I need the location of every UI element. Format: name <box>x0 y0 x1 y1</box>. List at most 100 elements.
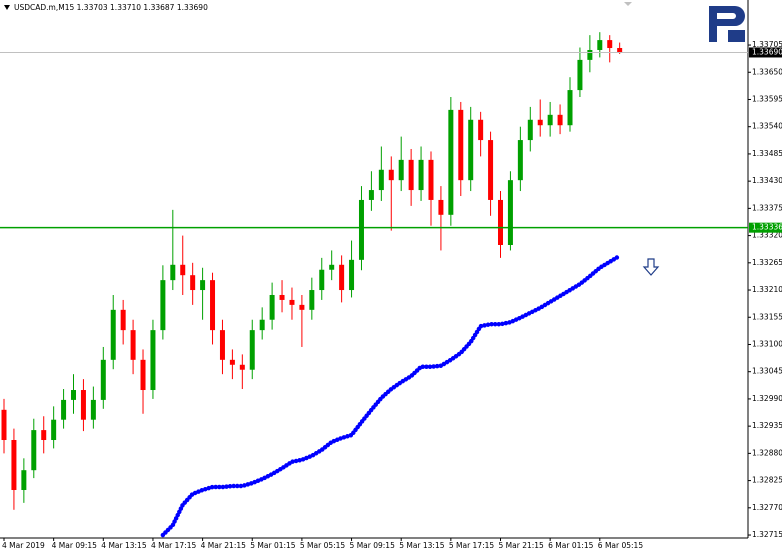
candle-body <box>378 169 384 191</box>
y-tick-label: 1.33705 <box>752 40 782 49</box>
candle-body <box>110 309 116 360</box>
y-tick-label: 1.33210 <box>752 285 782 294</box>
y-tick-label: 1.32770 <box>752 503 782 512</box>
candle-body <box>180 264 186 276</box>
x-tick-label: 4 Mar 2019 <box>2 541 45 550</box>
candle-body <box>358 199 364 260</box>
price-box <box>749 47 782 58</box>
x-tick-label: 6 Mar 05:15 <box>598 541 644 550</box>
y-tick-label: 1.33485 <box>752 149 782 158</box>
y-tick-label: 1.33265 <box>752 258 782 267</box>
candle-body <box>239 364 245 370</box>
candle-body <box>71 390 77 400</box>
shift-marker <box>624 2 632 6</box>
candle-body <box>41 430 47 441</box>
candle-body <box>607 40 613 49</box>
candle-body <box>388 169 394 181</box>
candle-body <box>527 119 533 141</box>
y-tick-label: 1.33045 <box>752 367 782 376</box>
candle-body <box>329 264 335 270</box>
x-tick-label: 5 Mar 05:15 <box>300 541 346 550</box>
candle-body <box>517 140 523 181</box>
candle-body <box>537 119 543 126</box>
candle-body <box>339 264 345 291</box>
candle-body <box>577 59 583 91</box>
logo-shape <box>728 30 745 42</box>
candle-body <box>597 40 603 50</box>
y-tick-label: 1.32715 <box>752 530 782 539</box>
price-box-label: 1.33690 <box>752 47 782 56</box>
candle-body <box>478 119 484 141</box>
candle-body <box>120 309 126 331</box>
candle-body <box>557 114 563 126</box>
candle-body <box>408 159 414 191</box>
candle-body <box>61 399 67 420</box>
candle-body <box>140 359 146 391</box>
x-tick-label: 4 Mar 13:15 <box>101 541 147 550</box>
candle-body <box>90 399 96 420</box>
candle-body <box>31 430 37 471</box>
candle-body <box>498 199 503 245</box>
x-tick-label: 5 Mar 17:15 <box>449 541 495 550</box>
candle-body <box>547 114 553 126</box>
y-tick-label: 1.32880 <box>752 448 782 457</box>
x-tick-label: 6 Mar 01:15 <box>548 541 594 550</box>
candle-body <box>319 269 325 291</box>
y-tick-label: 1.33430 <box>752 176 782 185</box>
y-tick-label: 1.32825 <box>752 476 782 485</box>
candle-body <box>269 294 275 320</box>
x-tick-label: 4 Mar 09:15 <box>52 541 98 550</box>
candle-body <box>368 190 374 200</box>
x-tick-label: 4 Mar 17:15 <box>151 541 197 550</box>
candle-body <box>448 109 454 215</box>
y-tick-label: 1.33595 <box>752 94 782 103</box>
candle-body <box>11 440 17 490</box>
candle-body <box>398 159 404 181</box>
price-box-label: 1.33336 <box>752 223 782 232</box>
y-tick-label: 1.33100 <box>752 339 782 348</box>
candle-body <box>567 90 573 126</box>
x-tick-label: 5 Mar 21:15 <box>499 541 545 550</box>
candle-body <box>219 330 225 360</box>
candle-body <box>299 304 305 310</box>
candle-body <box>279 294 285 300</box>
candle-body <box>130 330 136 360</box>
down-arrow-icon <box>642 258 660 276</box>
candle-body <box>507 180 513 245</box>
indicator-dots <box>160 253 622 538</box>
y-tick-label: 1.33375 <box>752 203 782 212</box>
candle-body <box>150 330 156 391</box>
candle-body <box>200 280 206 291</box>
x-tick-label: 5 Mar 13:15 <box>399 541 445 550</box>
logo-shape <box>709 6 745 42</box>
candle-body <box>21 470 27 490</box>
y-tick-label: 1.32935 <box>752 421 782 430</box>
candle-body <box>80 390 86 420</box>
candle-body <box>210 280 216 331</box>
candle-body <box>438 199 444 215</box>
x-tick-label: 5 Mar 09:15 <box>350 541 396 550</box>
candle-body <box>170 264 176 281</box>
candle-body <box>458 109 464 181</box>
x-tick-label: 5 Mar 01:15 <box>250 541 296 550</box>
candle-body <box>587 49 593 60</box>
candle-body <box>1 409 7 441</box>
x-tick-label: 4 Mar 21:15 <box>201 541 247 550</box>
menu-triangle <box>4 5 10 10</box>
candle-body <box>249 330 255 370</box>
candle-body <box>349 259 355 291</box>
candle-body <box>488 140 494 200</box>
chart-title: USDCAD.m,M15 1.33703 1.33710 1.33687 1.3… <box>14 3 208 12</box>
candle-body <box>617 48 623 53</box>
candle-body <box>418 159 424 191</box>
y-tick-label: 1.32990 <box>752 394 782 403</box>
candle-body <box>229 359 235 365</box>
candle-body <box>259 319 265 331</box>
candle-body <box>309 290 315 310</box>
candle-body <box>289 299 295 305</box>
candle-body <box>160 280 166 331</box>
candle-body <box>428 159 434 200</box>
candle-body <box>51 419 57 441</box>
